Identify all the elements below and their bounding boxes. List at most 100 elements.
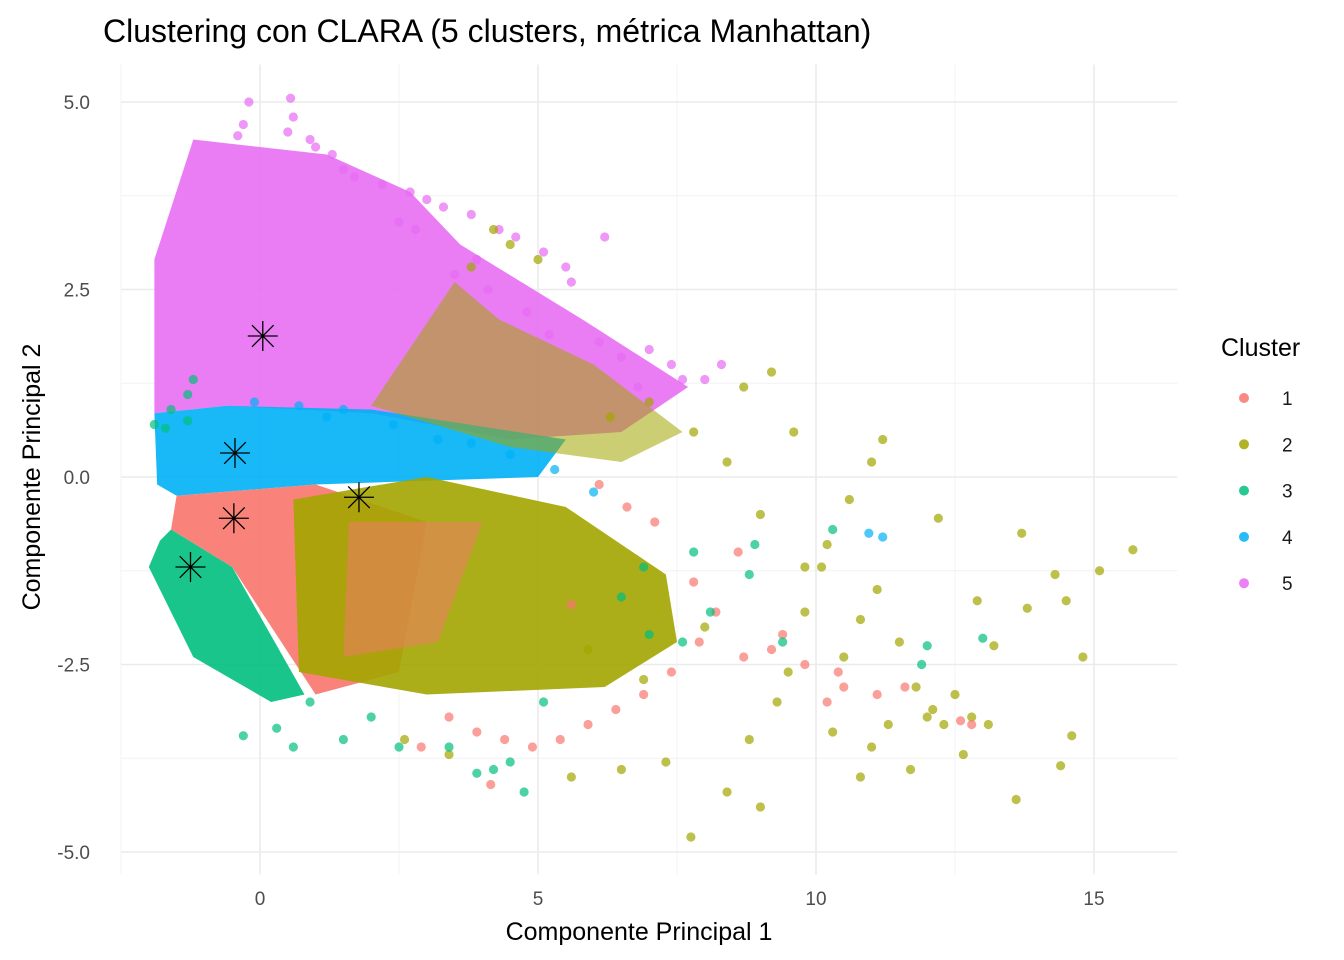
point-cluster-3 [394,742,404,752]
point-cluster-2 [444,749,454,760]
point-cluster-2 [939,719,949,730]
point-cluster-2 [922,712,932,722]
point-cluster-5 [483,284,493,295]
point-cluster-1 [694,637,704,647]
point-cluster-5 [600,232,610,242]
point-cluster-2 [911,682,921,692]
y-tick-label: 2.5 [64,281,90,302]
point-cluster-1 [739,652,749,662]
point-cluster-2 [744,734,754,745]
point-cluster-2 [800,607,810,617]
point-cluster-1 [666,667,677,677]
point-cluster-1 [872,689,882,700]
point-cluster-2 [867,742,877,752]
point-cluster-2 [855,614,866,625]
point-cluster-3 [616,592,627,602]
point-cluster-3 [338,734,348,745]
point-cluster-2 [894,637,905,647]
point-cluster-1 [611,704,621,715]
point-cluster-2 [661,757,671,767]
point-cluster-5 [716,359,727,370]
point-cluster-5 [327,149,337,160]
point-cluster-5 [438,202,449,212]
point-cluster-4 [466,438,476,448]
point-cluster-3 [472,768,482,778]
point-cluster-3 [288,742,298,752]
x-tick-label: 5 [533,889,544,910]
point-cluster-1 [594,479,604,490]
point-cluster-3 [705,607,715,617]
point-cluster-1 [733,547,743,557]
point-cluster-2 [928,704,938,715]
point-cluster-5 [305,134,315,145]
point-cluster-5 [677,374,688,385]
medoid-marker-cluster-5 [247,321,278,351]
point-cluster-5 [244,97,254,107]
point-cluster-1 [500,734,510,745]
point-cluster-4 [322,412,332,422]
legend-key-5 [1239,578,1249,589]
point-cluster-3 [238,731,248,741]
legend-label-4: 4 [1282,528,1293,549]
point-cluster-2 [983,719,993,730]
point-cluster-2 [958,749,968,760]
point-cluster-1 [527,742,538,752]
point-cluster-3 [538,697,549,707]
legend-items: 1 2 3 4 5 [1239,389,1293,595]
point-cluster-2 [789,427,799,437]
point-cluster-1 [766,644,777,655]
point-cluster-2 [700,622,710,632]
point-cluster-2 [905,764,916,775]
point-cluster-2 [828,727,838,737]
point-cluster-2 [1067,731,1077,741]
point-cluster-3 [519,787,529,797]
x-tick-label: 0 [255,889,266,910]
point-cluster-5 [538,247,549,257]
point-cluster-2 [616,764,627,775]
point-cluster-5 [666,359,677,370]
point-cluster-5 [511,232,521,242]
point-cluster-5 [405,187,415,197]
point-cluster-4 [249,397,260,407]
point-cluster-3 [444,742,454,752]
point-cluster-3 [505,757,515,767]
point-cluster-1 [900,682,910,692]
point-cluster-1 [566,599,576,610]
legend-key-3 [1239,485,1249,496]
medoid-marker-cluster-4 [219,438,250,468]
point-cluster-2 [1050,569,1060,580]
cluster-1-cloud-mixed [343,522,483,657]
point-cluster-1 [967,719,977,730]
point-cluster-2 [722,787,732,797]
point-cluster-1 [955,716,966,726]
point-cluster-4 [388,419,399,430]
point-cluster-4 [433,434,443,445]
point-cluster-5 [311,142,321,152]
point-cluster-5 [288,112,298,122]
point-cluster-1 [778,629,788,640]
point-cluster-2 [488,224,499,235]
point-cluster-5 [238,119,248,130]
point-cluster-2 [1094,566,1105,576]
point-cluster-2 [855,772,866,782]
point-cluster-1 [839,682,849,692]
point-cluster-3 [488,764,499,775]
point-cluster-3 [639,562,649,572]
point-cluster-2 [566,772,576,782]
legend-label-1: 1 [1282,389,1293,410]
point-cluster-2 [605,412,615,422]
point-cluster-2 [1022,603,1032,613]
point-cluster-2 [822,539,832,550]
point-cluster-2 [972,596,982,606]
y-tick-label: 5.0 [64,93,90,114]
point-cluster-2 [505,239,515,250]
point-cluster-2 [878,434,888,445]
point-cluster-2 [1056,761,1066,771]
point-cluster-2 [867,457,877,467]
point-cluster-2 [844,494,854,505]
point-cluster-2 [722,457,732,467]
point-cluster-5 [633,382,643,392]
point-cluster-5 [283,127,293,137]
point-cluster-3 [677,637,688,647]
point-cluster-5 [394,217,404,227]
